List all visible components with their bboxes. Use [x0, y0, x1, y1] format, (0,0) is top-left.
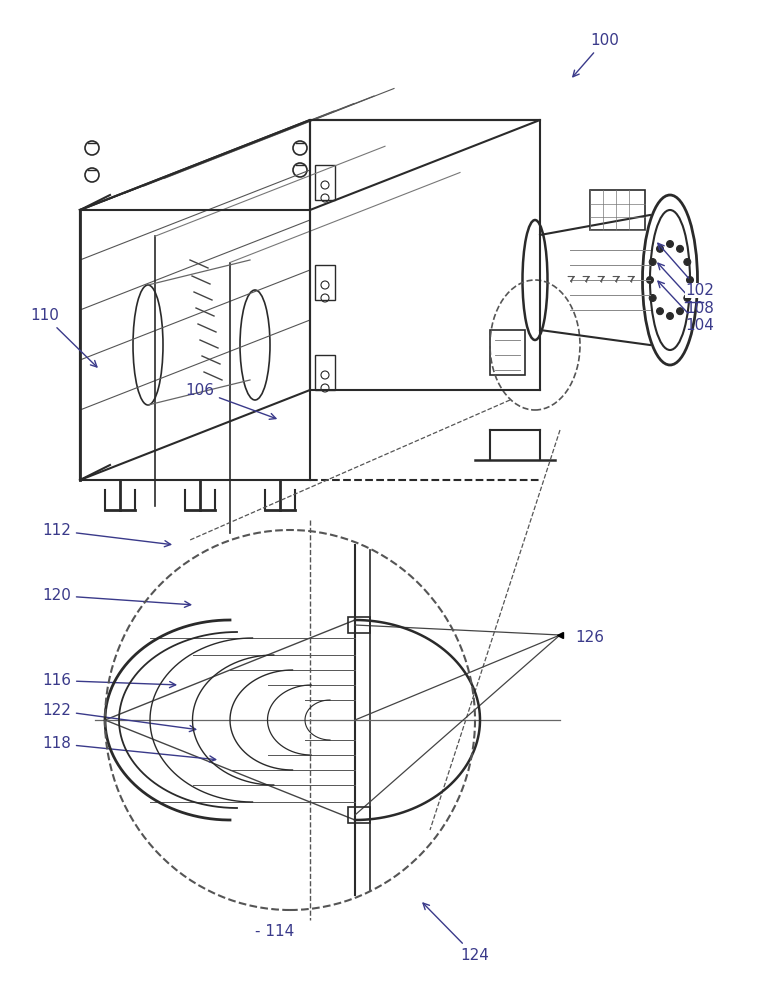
Bar — [590, 190, 645, 230]
Text: - 114: - 114 — [255, 924, 294, 940]
Circle shape — [649, 258, 656, 265]
Text: 108: 108 — [658, 263, 714, 316]
Circle shape — [677, 245, 684, 252]
Text: 126: 126 — [575, 631, 604, 646]
Bar — [348, 617, 370, 633]
Text: 112: 112 — [42, 523, 171, 547]
Circle shape — [684, 258, 691, 265]
Text: 110: 110 — [30, 308, 97, 367]
Text: 102: 102 — [685, 283, 714, 298]
Circle shape — [657, 245, 664, 252]
Text: 102: 102 — [658, 243, 714, 298]
Bar — [315, 265, 335, 300]
Circle shape — [667, 312, 674, 320]
Circle shape — [646, 276, 654, 284]
Bar — [490, 330, 525, 375]
Text: 116: 116 — [42, 673, 176, 688]
Text: 124: 124 — [423, 903, 489, 963]
Circle shape — [684, 294, 691, 302]
Circle shape — [649, 294, 656, 302]
Text: 104: 104 — [658, 281, 714, 333]
Circle shape — [677, 308, 684, 315]
Bar — [315, 165, 335, 200]
Text: 106: 106 — [185, 383, 276, 419]
Circle shape — [687, 276, 693, 284]
Text: 122: 122 — [42, 703, 196, 732]
Text: 120: 120 — [42, 588, 190, 607]
Bar — [315, 355, 335, 390]
Text: 118: 118 — [42, 736, 216, 762]
Text: 100: 100 — [573, 33, 619, 77]
Circle shape — [657, 308, 664, 315]
Bar — [348, 807, 370, 823]
Circle shape — [667, 240, 674, 247]
